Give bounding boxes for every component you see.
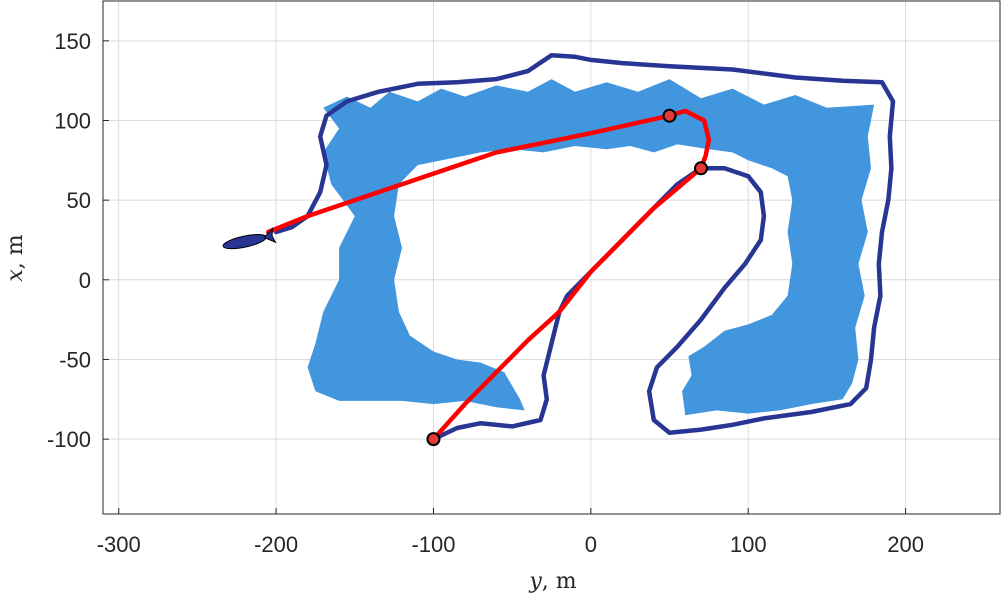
y-axis-unit: , m	[3, 234, 28, 269]
y-tick-label: -50	[59, 347, 91, 372]
y-tick-label: 100	[54, 108, 91, 133]
y-tick-labels: -100 -50 0 50 100 150	[47, 29, 91, 452]
x-tick-labels: -300 -200 -100 0 100 200	[97, 532, 924, 557]
plot-frame	[102, 0, 1001, 515]
x-axis-symbol: y	[528, 569, 542, 594]
x-tick-label: 100	[730, 532, 767, 557]
y-tick-label: -100	[47, 427, 91, 452]
coverage-region	[307, 79, 875, 416]
y-tick-label: 150	[54, 29, 91, 54]
x-tick-label: 200	[887, 532, 924, 557]
x-tick-label: -300	[97, 532, 141, 557]
x-tick-label: -100	[411, 532, 455, 557]
x-tick-label: -200	[254, 532, 298, 557]
y-tick-label: 0	[79, 268, 91, 293]
x-tick-label: 0	[585, 532, 597, 557]
y-axis-label: x, m	[3, 234, 28, 281]
x-axis-unit: , m	[542, 569, 577, 594]
vehicle-shape	[222, 227, 277, 250]
x-axis-label: y, m	[528, 569, 576, 594]
waypoint-marker	[662, 108, 677, 123]
waypoint-marker	[694, 161, 708, 176]
y-axis-symbol: x	[3, 269, 28, 282]
plot-background	[103, 1, 1000, 514]
planned-path	[265, 108, 712, 442]
vehicle-icon	[222, 227, 277, 250]
vehicle-tail	[263, 227, 277, 244]
y-tick-label: 50	[67, 188, 91, 213]
waypoint-marker	[426, 432, 441, 447]
waypoints	[426, 108, 708, 447]
